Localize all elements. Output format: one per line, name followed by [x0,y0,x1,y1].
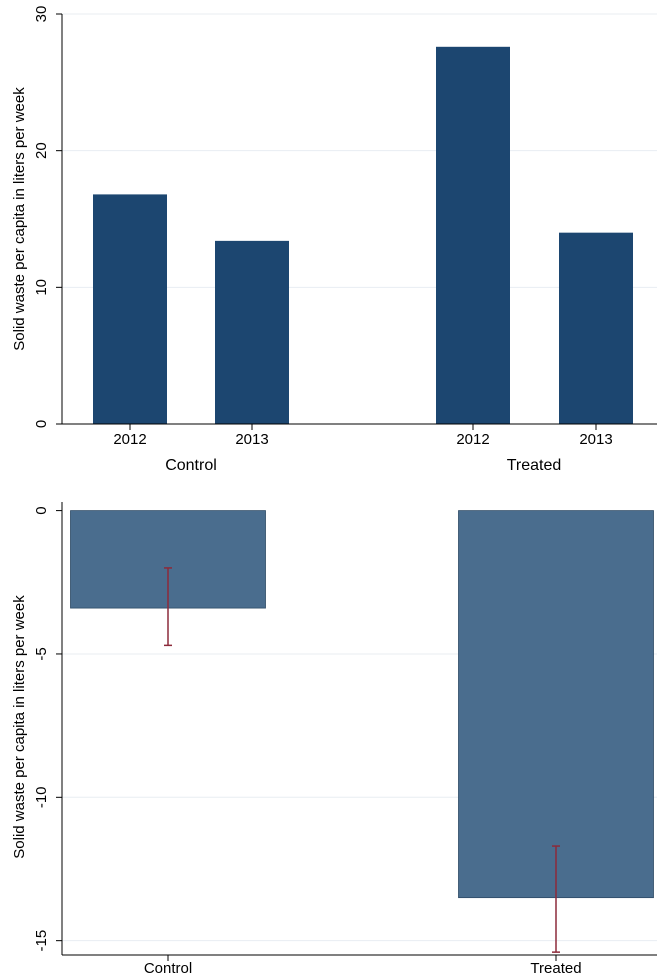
x-tick-label: 2013 [579,431,612,448]
bar [436,46,510,425]
chart-bottom-change-in-waste: Control Treated 0 -5 -10 -15 Solid waste per c… [11,502,657,977]
y-tick-label: 30 [33,6,50,23]
y-tick-label: 20 [33,142,50,159]
bar [93,194,167,424]
bar [458,510,654,899]
y-axis-label: Solid waste per capita in liters per wee… [11,87,28,351]
x-tick-label: 2012 [456,431,489,448]
chart-top-yearly-waste: 2012 2013 Control 2012 2013 Treated 0 10 20 30 Sol… [11,6,657,474]
x-tick-label: Treated [530,960,581,977]
y-tick-label: 10 [33,279,50,296]
y-tick-label: 0 [33,506,50,514]
x-tick-label: 2012 [113,431,146,448]
group-label: Control [165,457,217,474]
x-tick-label: Control [144,960,192,977]
y-tick-label: -5 [33,647,50,660]
group-label: Treated [507,457,562,474]
bar [215,240,289,424]
y-tick-label: -15 [33,930,50,952]
y-tick-label: -10 [33,786,50,808]
x-tick-label: 2013 [235,431,268,448]
y-axis-label: Solid waste per capita in liters per wee… [11,595,28,859]
bar [559,232,633,424]
y-tick-label: 0 [33,420,50,428]
